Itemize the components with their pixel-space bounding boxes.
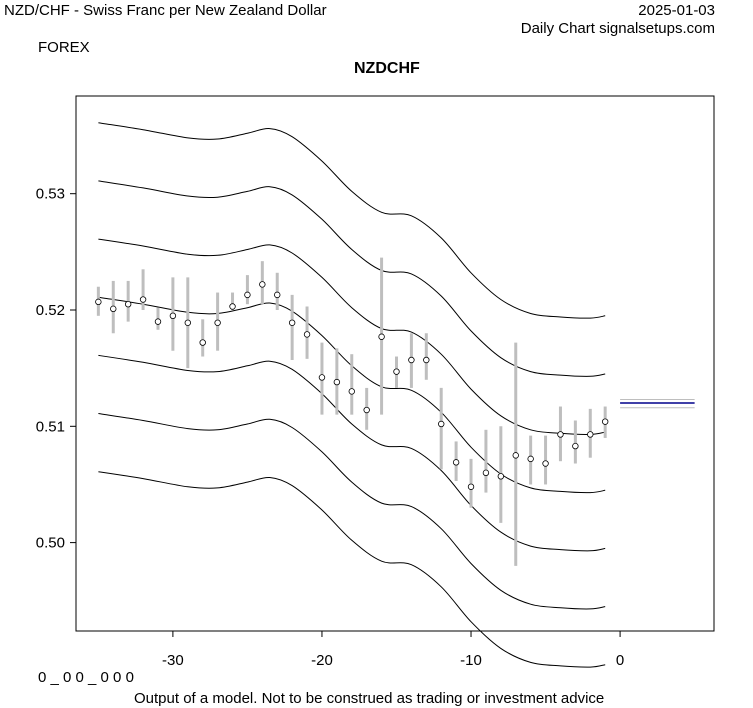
band-line-7 [98,122,606,319]
close-point [154,318,162,325]
close-point [601,418,609,425]
band-line-6 [98,180,606,377]
close-point [95,298,102,306]
close-point [274,291,281,299]
close-point [259,281,266,288]
close-point [572,442,579,450]
category-label: FOREX [38,39,90,56]
close-point [482,469,490,477]
chart-kind: Daily Chart signalsetups.com [520,20,715,37]
plot-frame [75,95,715,632]
footer-disclaimer: Output of a model. Not to be construed a… [134,690,605,707]
band-line-5 [98,238,606,435]
close-point [333,378,341,386]
close-point [214,319,221,326]
chart-title: NZDCHF [354,60,420,77]
band-line-2 [98,413,606,610]
close-point [244,291,251,299]
close-point [318,374,326,381]
close-point [408,356,415,364]
close-point [199,339,206,346]
x-tick-label: -30 [162,652,184,669]
y-tick-label: 0.51 [36,418,65,435]
close-point [169,312,177,320]
y-tick-label: 0.50 [36,535,65,552]
close-point [497,473,505,480]
band-line-3 [98,354,606,552]
close-point [467,483,475,490]
close-point [229,303,236,310]
close-point [124,300,132,308]
close-point [452,459,460,466]
close-point [288,319,296,326]
close-point [110,305,117,313]
x-tick-label: -20 [311,652,333,669]
y-tick-label: 0.52 [36,302,65,319]
close-point [527,455,534,463]
close-point [378,333,385,340]
x-tick-label: -10 [460,652,482,669]
close-point [303,331,311,338]
close-point [438,420,445,428]
close-point [423,356,430,364]
close-point [557,431,564,438]
close-point [348,388,355,395]
close-point [587,431,594,438]
chart-date: 2025-01-03 [638,2,715,19]
pair-title: NZD/CHF - Swiss Franc per New Zealand Do… [4,2,327,19]
close-point [184,319,191,326]
band-line-1 [98,471,606,668]
close-point [393,368,400,375]
x-tick-label: 0 [616,652,624,669]
close-point [139,296,147,303]
close-point [542,460,549,467]
footer-code: 0 _ 0 0 _ 0 0 0 [38,669,134,686]
close-point [363,406,370,414]
band-line-4 [98,296,606,494]
close-point [512,452,519,459]
y-tick-label: 0.53 [36,186,65,203]
